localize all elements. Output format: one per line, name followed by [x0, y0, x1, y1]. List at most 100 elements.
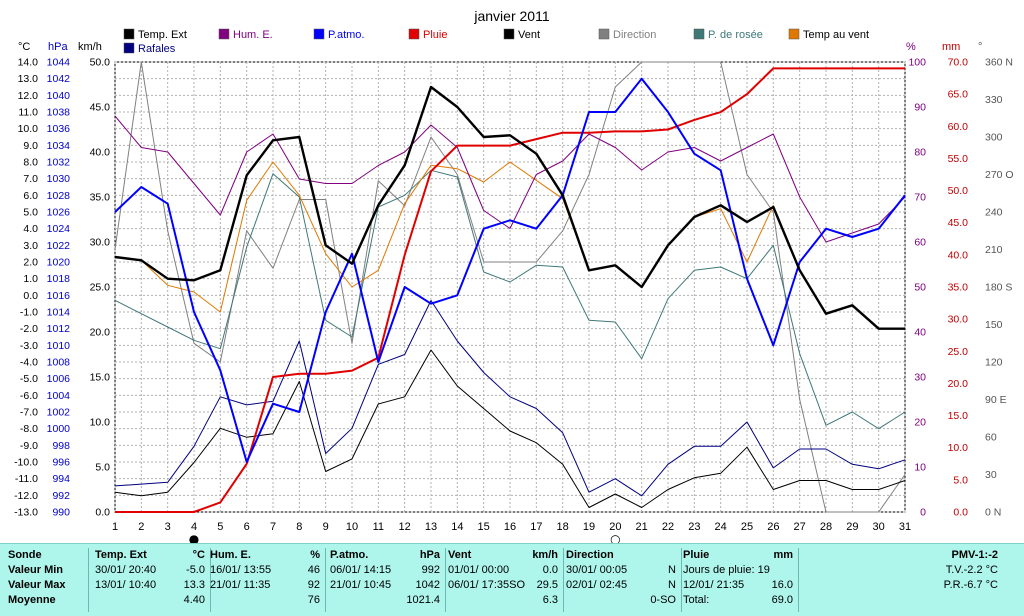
- stats-cell-label: 06/01/ 17:35SO: [448, 579, 526, 591]
- dir-unit: °: [978, 41, 982, 53]
- x-tick-label: 5: [217, 521, 223, 533]
- legend-label: Vent: [518, 29, 540, 41]
- hum-tick-label: 80: [914, 147, 926, 159]
- axes: -13.0 -12.0 -11.0 -10.0 -9.0 -8.0 -7.0 -6.0 -5.0…: [14, 57, 1014, 544]
- stats-press-row: 1021.4: [330, 593, 440, 608]
- stats-panel: Sonde Valeur Min Valeur Max Moyenne Temp…: [0, 543, 1024, 616]
- press-tick-label: 1008: [47, 357, 71, 369]
- wind-tick-label: 25.0: [90, 282, 111, 294]
- x-tick-label: 7: [270, 521, 276, 533]
- x-tick-label: 1: [112, 521, 118, 533]
- moon-marker: ●: [189, 532, 199, 543]
- stats-cell-value: 4.40: [183, 594, 205, 606]
- x-tick-label: 9: [323, 521, 329, 533]
- stats-cell-value: 992: [421, 564, 440, 576]
- hum-tick-label: 40: [914, 327, 926, 339]
- stats-wind-row: 6.3: [448, 593, 558, 608]
- stats-separator: [681, 548, 682, 612]
- dir-tick-label: 60: [985, 432, 997, 444]
- temp-tick-label: 11.0: [18, 107, 38, 119]
- hum-tick-label: 10: [914, 462, 926, 474]
- stats-pmv-tv: T.V.-2.2 °C: [945, 564, 998, 576]
- rain-unit: mm: [942, 41, 960, 53]
- series-lines: [114, 61, 906, 513]
- dir-tick-label: 0 N: [985, 507, 1001, 519]
- stats-cell-value: 69.0: [771, 594, 793, 606]
- stats-pmv-col: PMV-1:-2 T.V.-2.2 °C P.R.-6.7 °C: [880, 548, 1020, 593]
- hum-tick-label: 30: [914, 372, 926, 384]
- legend-swatch: [123, 28, 135, 40]
- stats-hum-col: Hum. E.% 16/01/ 13:55 46 21/01/ 11:35 92 76: [210, 548, 320, 608]
- rain-tick-label: 50.0: [948, 185, 969, 197]
- x-tick-label: 8: [296, 521, 302, 533]
- rain-tick-label: 25.0: [948, 346, 969, 358]
- temp-tick-label: -9.0: [20, 440, 38, 452]
- stats-cell-value: 46: [307, 564, 320, 576]
- hum-unit: %: [906, 41, 916, 53]
- stats-press-row: 21/01/ 10:45 1042: [330, 578, 440, 593]
- temp-tick-label: 10.0: [18, 123, 39, 135]
- stats-separator: [325, 548, 326, 612]
- rain-tick-label: 0.0: [953, 507, 968, 519]
- press-tick-label: 1014: [47, 307, 71, 319]
- rain-tick-label: 5.0: [953, 474, 968, 486]
- x-tick-label: 15: [478, 521, 490, 533]
- hum-tick-label: 70: [914, 192, 926, 204]
- x-tick-label: 25: [741, 521, 753, 533]
- stats-hum-row: 21/01/ 11:35 92: [210, 578, 320, 593]
- x-tick-label: 16: [504, 521, 516, 533]
- stats-pmv-title: PMV-1:-2: [951, 549, 998, 561]
- stats-cell-value: 1021.4: [406, 594, 440, 606]
- press-tick-label: 1040: [47, 90, 71, 102]
- dir-tick-label: 300: [985, 132, 1003, 144]
- stats-hum-row: 76: [210, 593, 320, 608]
- dir-tick-label: 90 E: [985, 394, 1007, 406]
- legend-swatch: [788, 28, 800, 40]
- stats-cell-label: 30/01/ 20:40: [95, 564, 157, 576]
- stats-press-header: P.atmo. hPa: [330, 548, 440, 563]
- hum-tick-label: 60: [914, 237, 926, 249]
- legend-label: Direction: [613, 29, 656, 41]
- x-tick-label: 17: [530, 521, 542, 533]
- x-tick-label: 2: [138, 521, 144, 533]
- dir-tick-label: 270 O: [985, 169, 1014, 181]
- legend-swatch: [693, 28, 705, 40]
- dir-tick-label: 240: [985, 207, 1003, 219]
- wind-tick-label: 0.0: [95, 507, 110, 519]
- stats-rain-row: Total: 69.0: [683, 593, 793, 608]
- stats-wind-col: Vent km/h 01/01/ 00:00 0.0 06/01/ 17:35SO 29.…: [448, 548, 558, 608]
- x-tick-label: 18: [557, 521, 569, 533]
- x-tick-label: 24: [715, 521, 727, 533]
- series-line-rafales: [114, 300, 906, 497]
- chart-title: janvier 2011: [473, 8, 549, 24]
- wind-tick-label: 40.0: [90, 147, 111, 159]
- stats-pmv-pr: P.R.-6.7 °C: [943, 579, 998, 591]
- legend-label: P. de rosée: [708, 29, 763, 41]
- x-tick-label: 22: [662, 521, 674, 533]
- press-tick-label: 1034: [47, 140, 71, 152]
- series-line-temp-au-vent: [114, 161, 905, 330]
- rain-tick-label: 45.0: [948, 217, 969, 229]
- stats-temp-row: 4.40: [95, 593, 205, 608]
- press-tick-label: 994: [52, 473, 70, 485]
- temp-tick-label: 3.0: [23, 240, 38, 252]
- dir-tick-label: 210: [985, 244, 1003, 256]
- press-tick-label: 992: [52, 490, 70, 502]
- temp-tick-label: -6.0: [20, 390, 38, 402]
- temp-tick-label: -10.0: [14, 457, 38, 469]
- stats-separator: [88, 548, 89, 612]
- temp-tick-label: 4.0: [23, 223, 38, 235]
- rain-tick-label: 55.0: [948, 153, 969, 165]
- x-tick-label: 29: [846, 521, 858, 533]
- hum-tick-label: 100: [908, 57, 926, 69]
- series-line-temp-ext: [114, 85, 905, 330]
- legend-label: Pluie: [423, 29, 447, 41]
- temp-tick-label: -2.0: [20, 323, 38, 335]
- wind-tick-label: 5.0: [95, 462, 110, 474]
- wind-unit: km/h: [78, 41, 102, 53]
- stats-temp-header: Temp. Ext °C: [95, 548, 205, 563]
- press-tick-label: 998: [52, 440, 70, 452]
- x-tick-label: 27: [794, 521, 806, 533]
- stats-sonde-col: Sonde Valeur Min Valeur Max Moyenne: [8, 548, 88, 608]
- rain-tick-label: 35.0: [948, 282, 969, 294]
